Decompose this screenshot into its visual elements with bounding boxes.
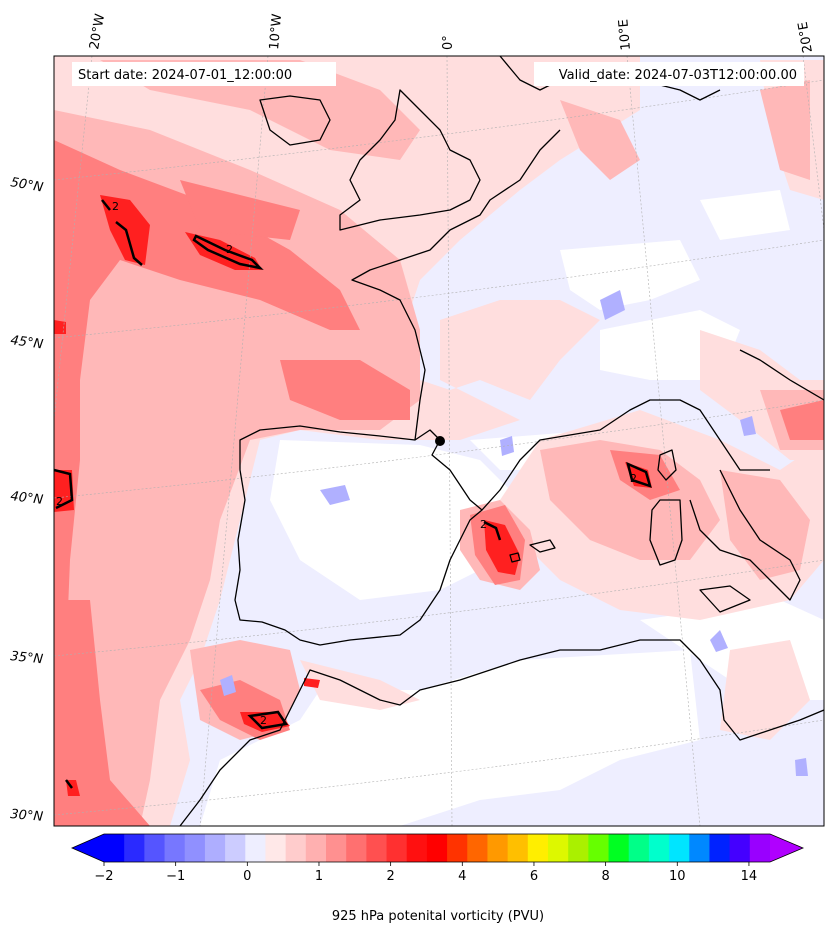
lat-label: 30°N xyxy=(10,807,44,825)
colorbar-segment xyxy=(447,834,468,862)
header: Start date: 2024-07-01_12:00:00 Valid_da… xyxy=(72,62,804,86)
sicily-coast xyxy=(699,585,751,613)
colorbar-segment xyxy=(144,834,166,862)
colorbar-tick-label: 4 xyxy=(458,869,466,884)
colorbar-segment xyxy=(305,834,327,862)
contour-label: 2 xyxy=(260,714,267,727)
lon-label: 20°W xyxy=(87,13,108,51)
graticule xyxy=(54,56,824,826)
colorbar-tick-label: −2 xyxy=(94,869,113,884)
colorbar-segment xyxy=(285,834,307,862)
colorbar-tick-label: 0 xyxy=(243,869,251,884)
colorbar-segment xyxy=(124,834,145,862)
colorbar-tick-label: 14 xyxy=(741,869,758,884)
colorbar-segment xyxy=(164,834,186,862)
colorbar-segment xyxy=(245,834,266,862)
lat-label: 40°N xyxy=(10,489,45,508)
colorbar-segments xyxy=(104,834,771,862)
contour-label: 2 xyxy=(56,495,63,508)
colorbar-segment xyxy=(568,834,589,862)
colorbar-segment xyxy=(346,834,367,862)
lat-label: 35°N xyxy=(10,649,44,667)
france-med-coast xyxy=(481,399,770,511)
contour-label: 2 xyxy=(112,200,119,213)
colorbar-label: 925 hPa potenital vorticity (PVU) xyxy=(332,909,544,924)
colorbar-tick-label: 2 xyxy=(386,869,394,884)
lon-label: 10°E xyxy=(616,19,634,51)
colorbar-segment xyxy=(669,834,690,862)
map-frame xyxy=(53,55,825,827)
colorbar-segment xyxy=(366,834,388,862)
colorbar-segment xyxy=(749,834,771,862)
lat-label: 50°N xyxy=(9,175,44,196)
pv-field-negative xyxy=(220,290,808,776)
colorbar-segment xyxy=(204,834,226,862)
colorbar-tick-label: 6 xyxy=(530,869,538,884)
italy-coast xyxy=(689,349,824,601)
colorbar-segment xyxy=(507,834,529,862)
britain-coast xyxy=(339,89,481,231)
africa-coast xyxy=(179,639,824,826)
contour-label: 2 xyxy=(630,472,637,485)
lon-label: 20°E xyxy=(796,21,816,54)
start-date: Start date: 2024-07-01_12:00:00 xyxy=(78,68,292,83)
corsica-coast xyxy=(657,449,677,481)
colorbar-segment xyxy=(729,834,751,862)
colorbar-segment xyxy=(628,834,650,862)
colorbar-segment xyxy=(467,834,488,862)
valid-date: Valid_date: 2024-07-03T12:00:00.00 xyxy=(559,68,797,83)
colorbar: −2 −1 0 1 2 4 6 8 10 14 925 hPa potenital vortici… xyxy=(71,833,805,924)
pv-contour-labels: 2 2 2 2 2 2 xyxy=(56,200,637,727)
colorbar-tick-label: 10 xyxy=(669,869,686,884)
colorbar-segment xyxy=(326,834,347,862)
colorbar-segment xyxy=(104,834,125,862)
colorbar-segment xyxy=(487,834,509,862)
lon-label: 10°W xyxy=(267,13,285,50)
france-coast xyxy=(351,129,561,441)
colorbar-segment xyxy=(184,834,206,862)
sardinia-coast xyxy=(649,499,683,566)
lat-label: 45°N xyxy=(9,333,44,352)
colorbar-segment xyxy=(426,834,448,862)
colorbar-tick-label: −1 xyxy=(166,869,185,884)
pv-contours xyxy=(54,199,652,789)
latitude-labels: 50°N 45°N 40°N 35°N 30°N xyxy=(9,175,44,825)
colorbar-segment xyxy=(386,834,408,862)
colorbar-segment xyxy=(406,834,428,862)
longitude-labels: 20°W 10°W 0° 10°E 20°E xyxy=(87,13,816,54)
colorbar-segment xyxy=(225,834,246,862)
iberia-coast xyxy=(234,425,483,646)
balearic-coast xyxy=(509,539,556,563)
colorbar-segment xyxy=(648,834,670,862)
colorbar-segment xyxy=(588,834,610,862)
map-panel: 2 2 2 2 2 2 xyxy=(54,56,824,826)
colorbar-segment xyxy=(709,834,731,862)
colorbar-segment xyxy=(608,834,630,862)
lon-label: 0° xyxy=(441,35,456,50)
colorbar-tick-label: 8 xyxy=(601,869,609,884)
colorbar-ticks: −2 −1 0 1 2 4 6 8 10 14 xyxy=(94,862,757,884)
contour-label: 2 xyxy=(480,518,487,531)
contour-label: 2 xyxy=(226,243,233,256)
colorbar-under-arrow xyxy=(72,834,104,862)
colorbar-segment xyxy=(689,834,710,862)
ireland-coast xyxy=(259,95,331,146)
colorbar-tick-label: 1 xyxy=(315,869,323,884)
start-date-box xyxy=(72,62,336,86)
colorbar-segment xyxy=(265,834,287,862)
colorbar-over-arrow xyxy=(770,834,803,862)
colorbar-segment xyxy=(527,834,549,862)
valid-date-box xyxy=(534,62,804,86)
contour-dot xyxy=(435,436,445,446)
colorbar-segment xyxy=(548,834,569,862)
